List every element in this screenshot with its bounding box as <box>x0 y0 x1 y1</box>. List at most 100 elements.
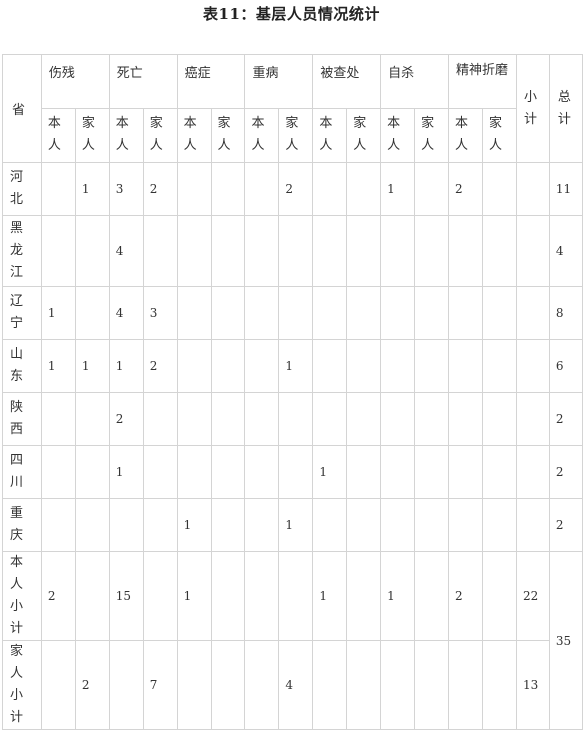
data-cell <box>40 640 76 730</box>
data-cell: 1 <box>176 551 212 641</box>
data-cell: 1 <box>74 339 110 393</box>
data-cell <box>481 392 517 446</box>
data-cell <box>142 392 178 446</box>
self-subtotal-row: 本人小计 2 15 1 1 1 2 22 35 <box>2 551 583 730</box>
data-cell <box>481 498 517 552</box>
data-cell <box>346 445 382 499</box>
data-cell <box>278 215 314 287</box>
data-cell <box>210 215 246 287</box>
category-header: 自杀 <box>380 54 449 109</box>
data-cell <box>176 286 212 340</box>
data-cell <box>414 286 449 340</box>
data-cell: 2 <box>40 551 76 641</box>
data-cell: 1 <box>380 551 416 641</box>
family-header: 家人 <box>74 108 110 163</box>
grand-total-cell: 35 <box>548 551 583 730</box>
subtotal-cell <box>515 339 550 393</box>
subtotal-cell: 22 <box>515 551 550 641</box>
data-cell <box>312 498 348 552</box>
data-cell <box>481 640 517 730</box>
data-cell <box>142 215 178 287</box>
data-cell <box>74 445 110 499</box>
subtotal-cell <box>515 286 550 340</box>
data-cell <box>414 392 449 446</box>
category-header: 精神折磨 <box>448 54 517 109</box>
table-row: 四川 1 1 2 <box>2 445 583 499</box>
data-cell <box>312 286 348 340</box>
data-cell <box>278 445 314 499</box>
data-cell <box>380 215 416 287</box>
data-cell <box>210 498 246 552</box>
data-cell <box>244 392 280 446</box>
subtotal-cell <box>515 445 550 499</box>
data-cell <box>380 498 416 552</box>
data-cell: 1 <box>312 445 348 499</box>
total-cell: 8 <box>548 286 583 340</box>
family-header: 家人 <box>278 108 314 163</box>
data-cell: 2 <box>142 339 178 393</box>
category-header: 癌症 <box>176 54 246 109</box>
data-cell <box>380 640 416 730</box>
data-cell: 3 <box>142 286 178 340</box>
subtotal-cell: 13 <box>515 640 550 730</box>
data-cell <box>244 286 280 340</box>
data-cell <box>380 392 416 446</box>
data-cell <box>481 215 517 287</box>
data-cell <box>380 339 416 393</box>
table-row: 重庆 1 1 2 <box>2 498 583 552</box>
subtotal-cell <box>515 162 550 216</box>
data-cell <box>346 286 382 340</box>
data-cell <box>244 339 280 393</box>
data-cell <box>74 498 110 552</box>
data-cell <box>210 640 246 730</box>
data-cell <box>380 445 416 499</box>
data-cell <box>414 215 449 287</box>
data-cell <box>108 640 144 730</box>
total-cell: 2 <box>548 498 583 552</box>
province-name: 河北 <box>2 162 42 216</box>
province-name: 黑龙江 <box>2 215 42 287</box>
subtotal-cell <box>515 215 550 287</box>
data-cell <box>481 162 517 216</box>
data-cell <box>108 498 144 552</box>
data-cell <box>448 215 483 287</box>
data-cell <box>244 162 280 216</box>
family-header: 家人 <box>414 108 449 163</box>
data-cell <box>346 392 382 446</box>
self-header: 本人 <box>176 108 212 163</box>
province-name: 辽宁 <box>2 286 42 340</box>
data-cell: 1 <box>108 445 144 499</box>
data-cell <box>210 392 246 446</box>
family-header: 家人 <box>210 108 246 163</box>
data-cell <box>244 498 280 552</box>
data-cell: 4 <box>108 286 144 340</box>
data-cell <box>210 162 246 216</box>
data-cell <box>176 640 212 730</box>
data-cell: 2 <box>448 551 483 641</box>
subtotal-header: 小计 <box>515 54 550 163</box>
data-cell <box>448 392 483 446</box>
row-label: 家人小计 <box>2 640 42 730</box>
data-cell: 7 <box>142 640 178 730</box>
data-cell <box>414 640 449 730</box>
data-cell <box>244 640 280 730</box>
data-cell <box>244 445 280 499</box>
data-cell <box>312 339 348 393</box>
category-header: 死亡 <box>108 54 178 109</box>
province-name: 山东 <box>2 339 42 393</box>
data-cell <box>142 445 178 499</box>
data-cell <box>448 286 483 340</box>
data-cell <box>40 498 76 552</box>
data-cell <box>278 392 314 446</box>
data-cell <box>278 286 314 340</box>
data-cell <box>176 162 212 216</box>
data-cell <box>176 339 212 393</box>
data-cell <box>142 498 178 552</box>
data-cell: 4 <box>278 640 314 730</box>
data-cell <box>448 445 483 499</box>
data-cell <box>40 445 76 499</box>
total-header: 总计 <box>548 54 583 163</box>
data-cell <box>346 551 382 641</box>
total-cell: 6 <box>548 339 583 393</box>
data-cell: 1 <box>108 339 144 393</box>
